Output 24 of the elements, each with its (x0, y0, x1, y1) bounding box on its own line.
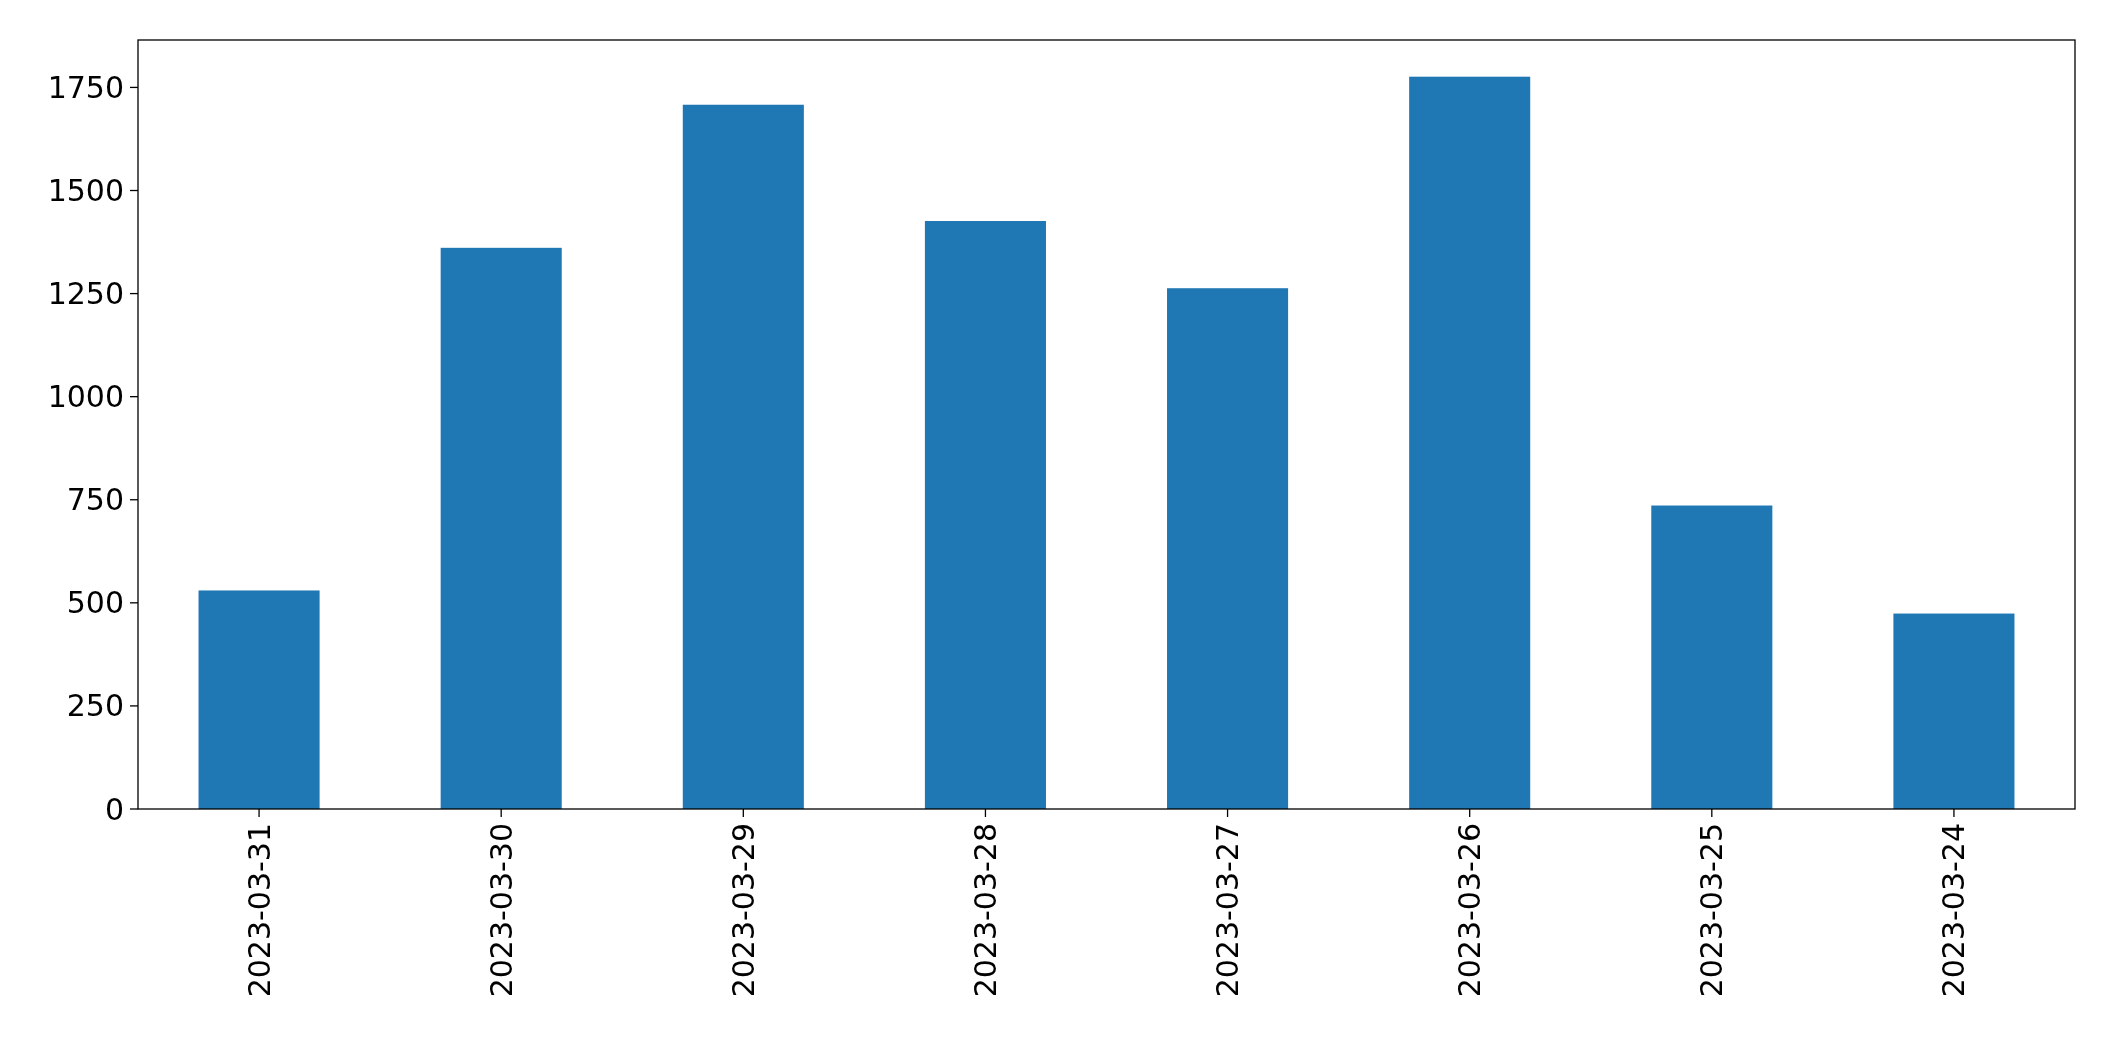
y-tick-label: 750 (66, 482, 124, 518)
y-tick-label: 250 (66, 688, 124, 724)
bar (1893, 613, 2015, 809)
x-tick-label: 2023-03-26 (1452, 823, 1488, 998)
y-tick-label: 1750 (47, 69, 124, 105)
bar (198, 590, 320, 809)
y-tick-label: 500 (66, 585, 124, 621)
bar (682, 104, 804, 809)
bar (1651, 505, 1773, 809)
x-tick-label: 2023-03-30 (483, 823, 519, 998)
x-tick-label: 2023-03-25 (1694, 823, 1730, 998)
y-tick-label: 1500 (47, 173, 124, 208)
bar (924, 221, 1046, 809)
bar (1167, 288, 1289, 809)
x-tick-label: 2023-03-28 (967, 823, 1003, 998)
bar (440, 247, 562, 809)
y-tick-label: 0 (104, 791, 124, 827)
x-tick-label: 2023-03-24 (1936, 823, 1972, 998)
bar (1409, 76, 1531, 809)
x-tick-label: 2023-03-31 (241, 823, 277, 998)
y-tick-label: 1000 (47, 379, 124, 415)
x-tick-label: 2023-03-29 (725, 823, 761, 998)
y-tick-label: 1250 (47, 276, 124, 312)
x-tick-label: 2023-03-27 (1210, 823, 1246, 998)
